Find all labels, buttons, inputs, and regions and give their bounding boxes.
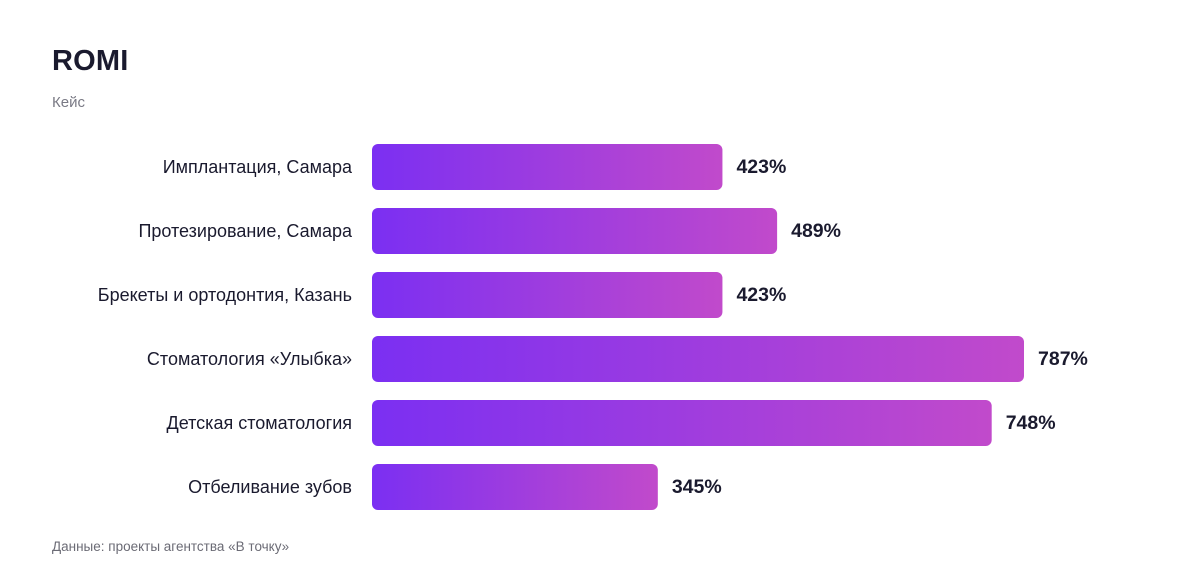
bar xyxy=(372,400,992,446)
chart-title: ROMI xyxy=(52,45,129,77)
category-label: Протезирование, Самара xyxy=(138,221,353,241)
bar xyxy=(372,272,723,318)
bar xyxy=(372,208,778,254)
bar xyxy=(372,464,658,510)
chart-subtitle: Кейс xyxy=(52,94,85,111)
value-label: 787% xyxy=(1038,348,1088,370)
value-label: 748% xyxy=(1006,412,1056,434)
value-label: 423% xyxy=(736,284,786,306)
category-label: Отбеливание зубов xyxy=(188,477,352,497)
category-label: Детская стоматология xyxy=(167,413,352,433)
value-label: 489% xyxy=(791,220,841,242)
bars-group: Имплантация, Самара 423% Протезирование, С… xyxy=(98,144,1088,510)
value-label: 423% xyxy=(736,156,786,178)
bar xyxy=(372,144,723,190)
value-label: 345% xyxy=(672,476,722,498)
category-label: Стоматология «Улыбка» xyxy=(147,349,352,369)
category-label: Брекеты и ортодонтия, Казань xyxy=(98,285,352,305)
source-footnote: Данные: проекты агентства «В точку» xyxy=(52,539,290,554)
bar xyxy=(372,336,1024,382)
category-label: Имплантация, Самара xyxy=(163,157,353,177)
